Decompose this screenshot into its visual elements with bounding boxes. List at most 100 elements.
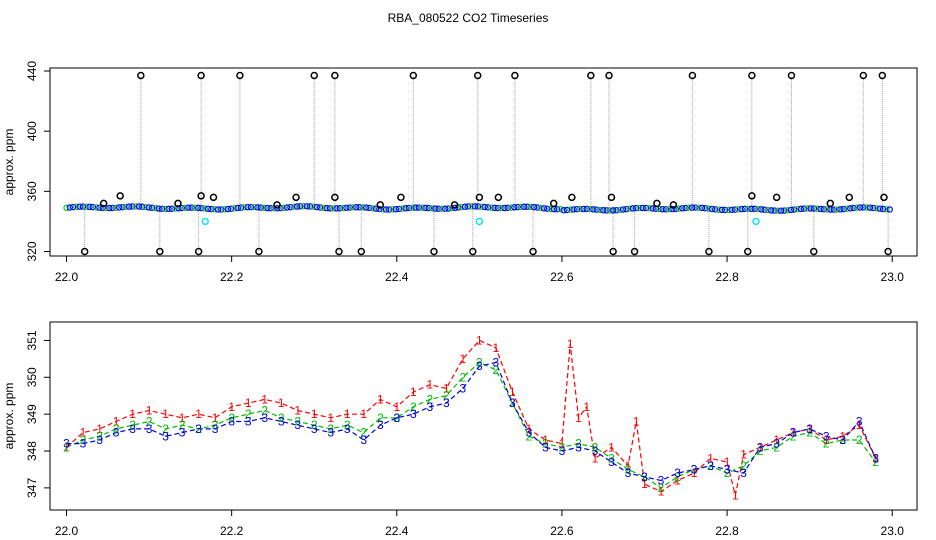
bottom-series-point-label-1: 1 [460,352,467,366]
bottom-series-line-3 [66,361,877,482]
top-data-point [106,204,113,212]
top-data-point [649,205,656,212]
top-data-point [432,205,439,212]
bottom-series-point-label-3: 3 [360,433,367,447]
top-data-point [866,204,874,211]
top-data-point [405,204,413,212]
bottom-series-point-label-3: 3 [80,437,87,451]
bottom-series-point-label-1: 1 [658,485,665,499]
bottom-series-point-label-1: 1 [806,422,813,436]
bottom-x-tick-label: 22.0 [55,524,79,538]
top-data-point [237,204,245,211]
top-outlier-point [174,199,182,208]
top-data-point [860,204,867,211]
bottom-series-point-label-3: 3 [493,356,500,370]
top-data-point [583,205,591,213]
top-data-point [698,204,706,212]
top-data-point [214,206,222,213]
top-data-point [804,205,811,212]
top-data-point [287,203,294,211]
bottom-series-point-label-1: 1 [740,448,747,462]
bottom-series-point-label-2: 2 [773,440,780,454]
top-low-spike-point [156,247,164,256]
top-outlier-point [209,193,218,202]
top-data-point [392,206,400,213]
top-outlier-point [607,193,616,202]
bottom-series-point-label-3: 3 [757,440,764,454]
top-data-point [823,206,831,213]
top-data-point [461,203,469,210]
top-data-point [560,207,567,214]
top-y-tick-label: 400 [25,121,39,141]
bottom-series-point-label-2: 2 [707,459,714,473]
top-data-point [435,205,442,212]
top-data-point [847,205,854,212]
top-data-point [702,205,709,212]
top-data-point [497,204,505,212]
top-data-point [221,206,228,213]
bottom-series-point-label-3: 3 [327,426,334,440]
bottom-series-point-label-1: 1 [360,407,367,421]
top-data-point [639,204,646,212]
top-data-point [227,205,235,212]
top-data-point [96,204,103,211]
top-data-point [330,205,337,212]
top-data-point [577,205,584,213]
bottom-y-tick-label: 350 [25,367,39,387]
bottom-series-point-label-3: 3 [608,455,615,469]
top-plot-frame [49,67,918,257]
top-high-spike-point [310,71,318,80]
top-data-point [484,204,492,211]
top-data-point [129,203,136,210]
bottom-series-point-label-1: 1 [526,422,533,436]
top-data-point [511,204,518,211]
top-data-point [817,205,824,213]
top-x-axis: 22.0 22.2 22.4 22.6 22.8 23.0 [55,256,904,284]
top-data-point [527,203,535,211]
bottom-series-point-label-2: 2 [674,470,681,484]
top-data-point [142,203,149,211]
top-outlier-point [845,193,854,202]
bottom-series-point-label-1: 1 [311,407,318,421]
top-data-point [260,204,268,212]
top-data-point [415,204,423,211]
top-data-point [83,203,90,210]
top-high-spike-point [859,71,868,80]
bottom-series-point-label-1: 1 [476,333,483,347]
top-data-point [688,204,696,211]
top-data-point [863,204,870,211]
top-data-point [152,205,159,212]
top-data-point [800,205,808,212]
top-low-spike-point [255,247,263,256]
top-data-point [521,203,528,210]
top-data-point [386,206,393,213]
top-low-spike-point [810,247,818,256]
top-data-point [675,205,683,212]
bottom-series-point-label-3: 3 [294,418,301,432]
top-outlier-point [116,192,124,200]
top-data-point [290,203,297,210]
top-data-point [73,203,80,211]
top-data-point [300,203,307,210]
top-data-point [412,204,419,211]
top-data-point [833,206,841,213]
top-data-point [810,205,818,212]
top-data-point [718,206,726,214]
top-data-point [705,205,712,212]
top-data-point [580,205,587,213]
top-data-point [695,204,702,211]
top-data-point [168,205,176,212]
top-data-point [280,204,288,212]
bottom-series-point-label-2: 2 [393,411,400,425]
bottom-x-axis: 22.0 22.2 22.4 22.6 22.8 23.0 [55,510,904,538]
bottom-series-point-label-3: 3 [691,462,698,476]
bottom-series-point-label-1: 1 [856,418,863,432]
bottom-series-point-label-1: 1 [732,488,739,502]
bottom-series-point-label-3: 3 [113,426,120,440]
top-outlier-point [826,199,835,208]
top-outlier-point [197,192,205,200]
top-data-point [155,205,162,212]
bottom-series-point-label-1: 1 [839,429,846,443]
top-low-spike-point [80,247,89,256]
